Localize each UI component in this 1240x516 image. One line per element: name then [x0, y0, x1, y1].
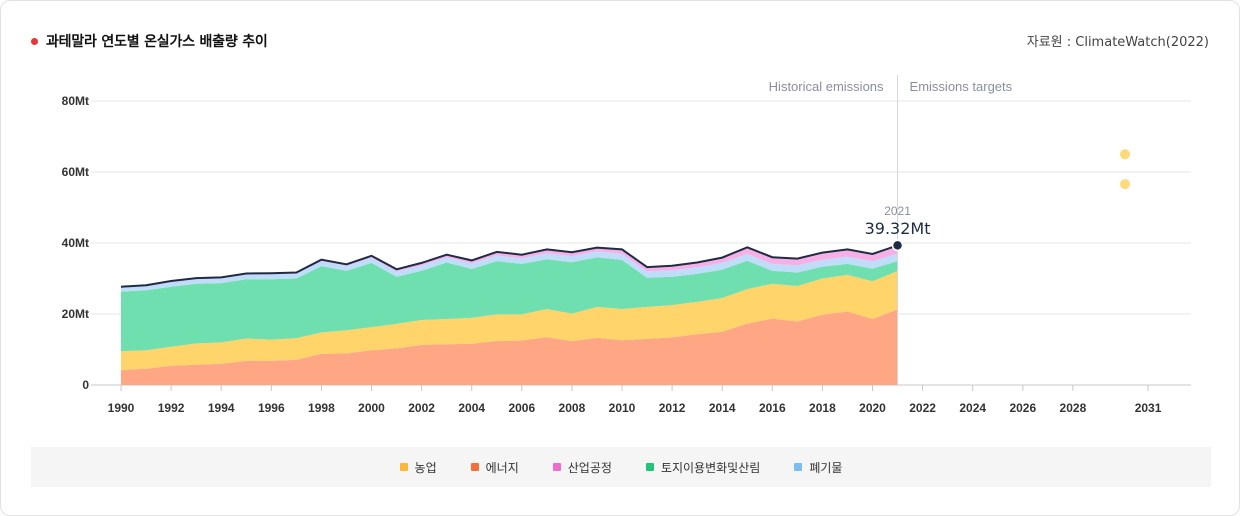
y-tick-label: 0	[82, 378, 89, 392]
legend-label: 에너지	[485, 460, 519, 475]
x-tick-label: 1994	[208, 401, 235, 415]
legend-label: 토지이용변화및산림	[660, 460, 761, 475]
x-tick-label: 2010	[609, 401, 636, 415]
x-tick-label: 2012	[659, 401, 686, 415]
title-bullet-icon	[31, 37, 38, 45]
legend-swatch-icon	[794, 463, 803, 471]
legend-swatch-icon	[470, 463, 479, 471]
x-tick-label: 1990	[108, 401, 135, 415]
chart-title: 과테말라 연도별 온실가스 배출량 추이	[46, 34, 268, 50]
area-series	[121, 271, 898, 371]
legend-label: 농업	[414, 460, 437, 475]
y-tick-label: 20Mt	[62, 307, 89, 321]
legend-item[interactable]: 토지이용변화및산림	[645, 459, 761, 476]
legend-item[interactable]: 농업	[399, 459, 437, 476]
x-tick-label: 1998	[308, 401, 335, 415]
x-tick-label: 2000	[358, 401, 385, 415]
x-tick-label: 2024	[959, 401, 986, 415]
emissions-area-chart: 0 20Mt 40Mt 60Mt 80Mt 1990 1992 1994 1996 1998 200…	[62, 75, 1191, 415]
legend-swatch-icon	[645, 463, 654, 471]
x-tick-label: 2016	[759, 401, 786, 415]
x-tick-label: 2018	[809, 401, 836, 415]
x-tick-label: 2008	[559, 401, 586, 415]
data-source: 자료원 : ClimateWatch(2022)	[1026, 35, 1209, 50]
x-tick-label: 2031	[1135, 401, 1162, 415]
x-tick-label: 2020	[859, 401, 886, 415]
area-series	[121, 251, 898, 292]
chart-legend: 농업 에너지 산업공정 토지이용변화및산림 폐기물	[31, 447, 1211, 487]
targets-label: Emissions targets	[910, 79, 1013, 94]
legend-item[interactable]: 산업공정	[552, 459, 612, 476]
y-tick-label: 40Mt	[62, 236, 89, 250]
x-tick-label: 2022	[909, 401, 936, 415]
legend-item[interactable]: 폐기물	[794, 459, 842, 476]
x-tick-label: 2002	[408, 401, 435, 415]
title-row: 과테말라 연도별 온실가스 배출량 추이	[31, 31, 268, 51]
y-tick-label: 80Mt	[62, 94, 89, 108]
x-tick-label: 2028	[1060, 401, 1087, 415]
x-tick-label: 2014	[709, 401, 736, 415]
legend-swatch-icon	[552, 463, 561, 471]
target-point	[1120, 179, 1130, 190]
x-tick-label: 2026	[1009, 401, 1036, 415]
legend-label: 산업공정	[567, 460, 612, 475]
area-series	[121, 257, 898, 352]
target-point	[1120, 149, 1130, 160]
historical-label: Historical emissions	[769, 79, 884, 94]
legend-swatch-icon	[399, 463, 408, 471]
y-tick-label: 60Mt	[62, 165, 89, 179]
area-series	[121, 309, 898, 385]
x-tick-label: 2006	[508, 401, 535, 415]
legend-item[interactable]: 에너지	[470, 459, 519, 476]
x-tick-label: 1992	[158, 401, 185, 415]
tooltip-value: 39.32Mt	[865, 219, 931, 238]
tooltip-year: 2021	[884, 204, 911, 218]
x-tick-label: 2004	[458, 401, 485, 415]
last-point-marker	[891, 239, 904, 252]
legend-label: 폐기물	[809, 460, 843, 475]
x-tick-label: 1996	[258, 401, 285, 415]
total-emissions-line	[120, 244, 898, 288]
